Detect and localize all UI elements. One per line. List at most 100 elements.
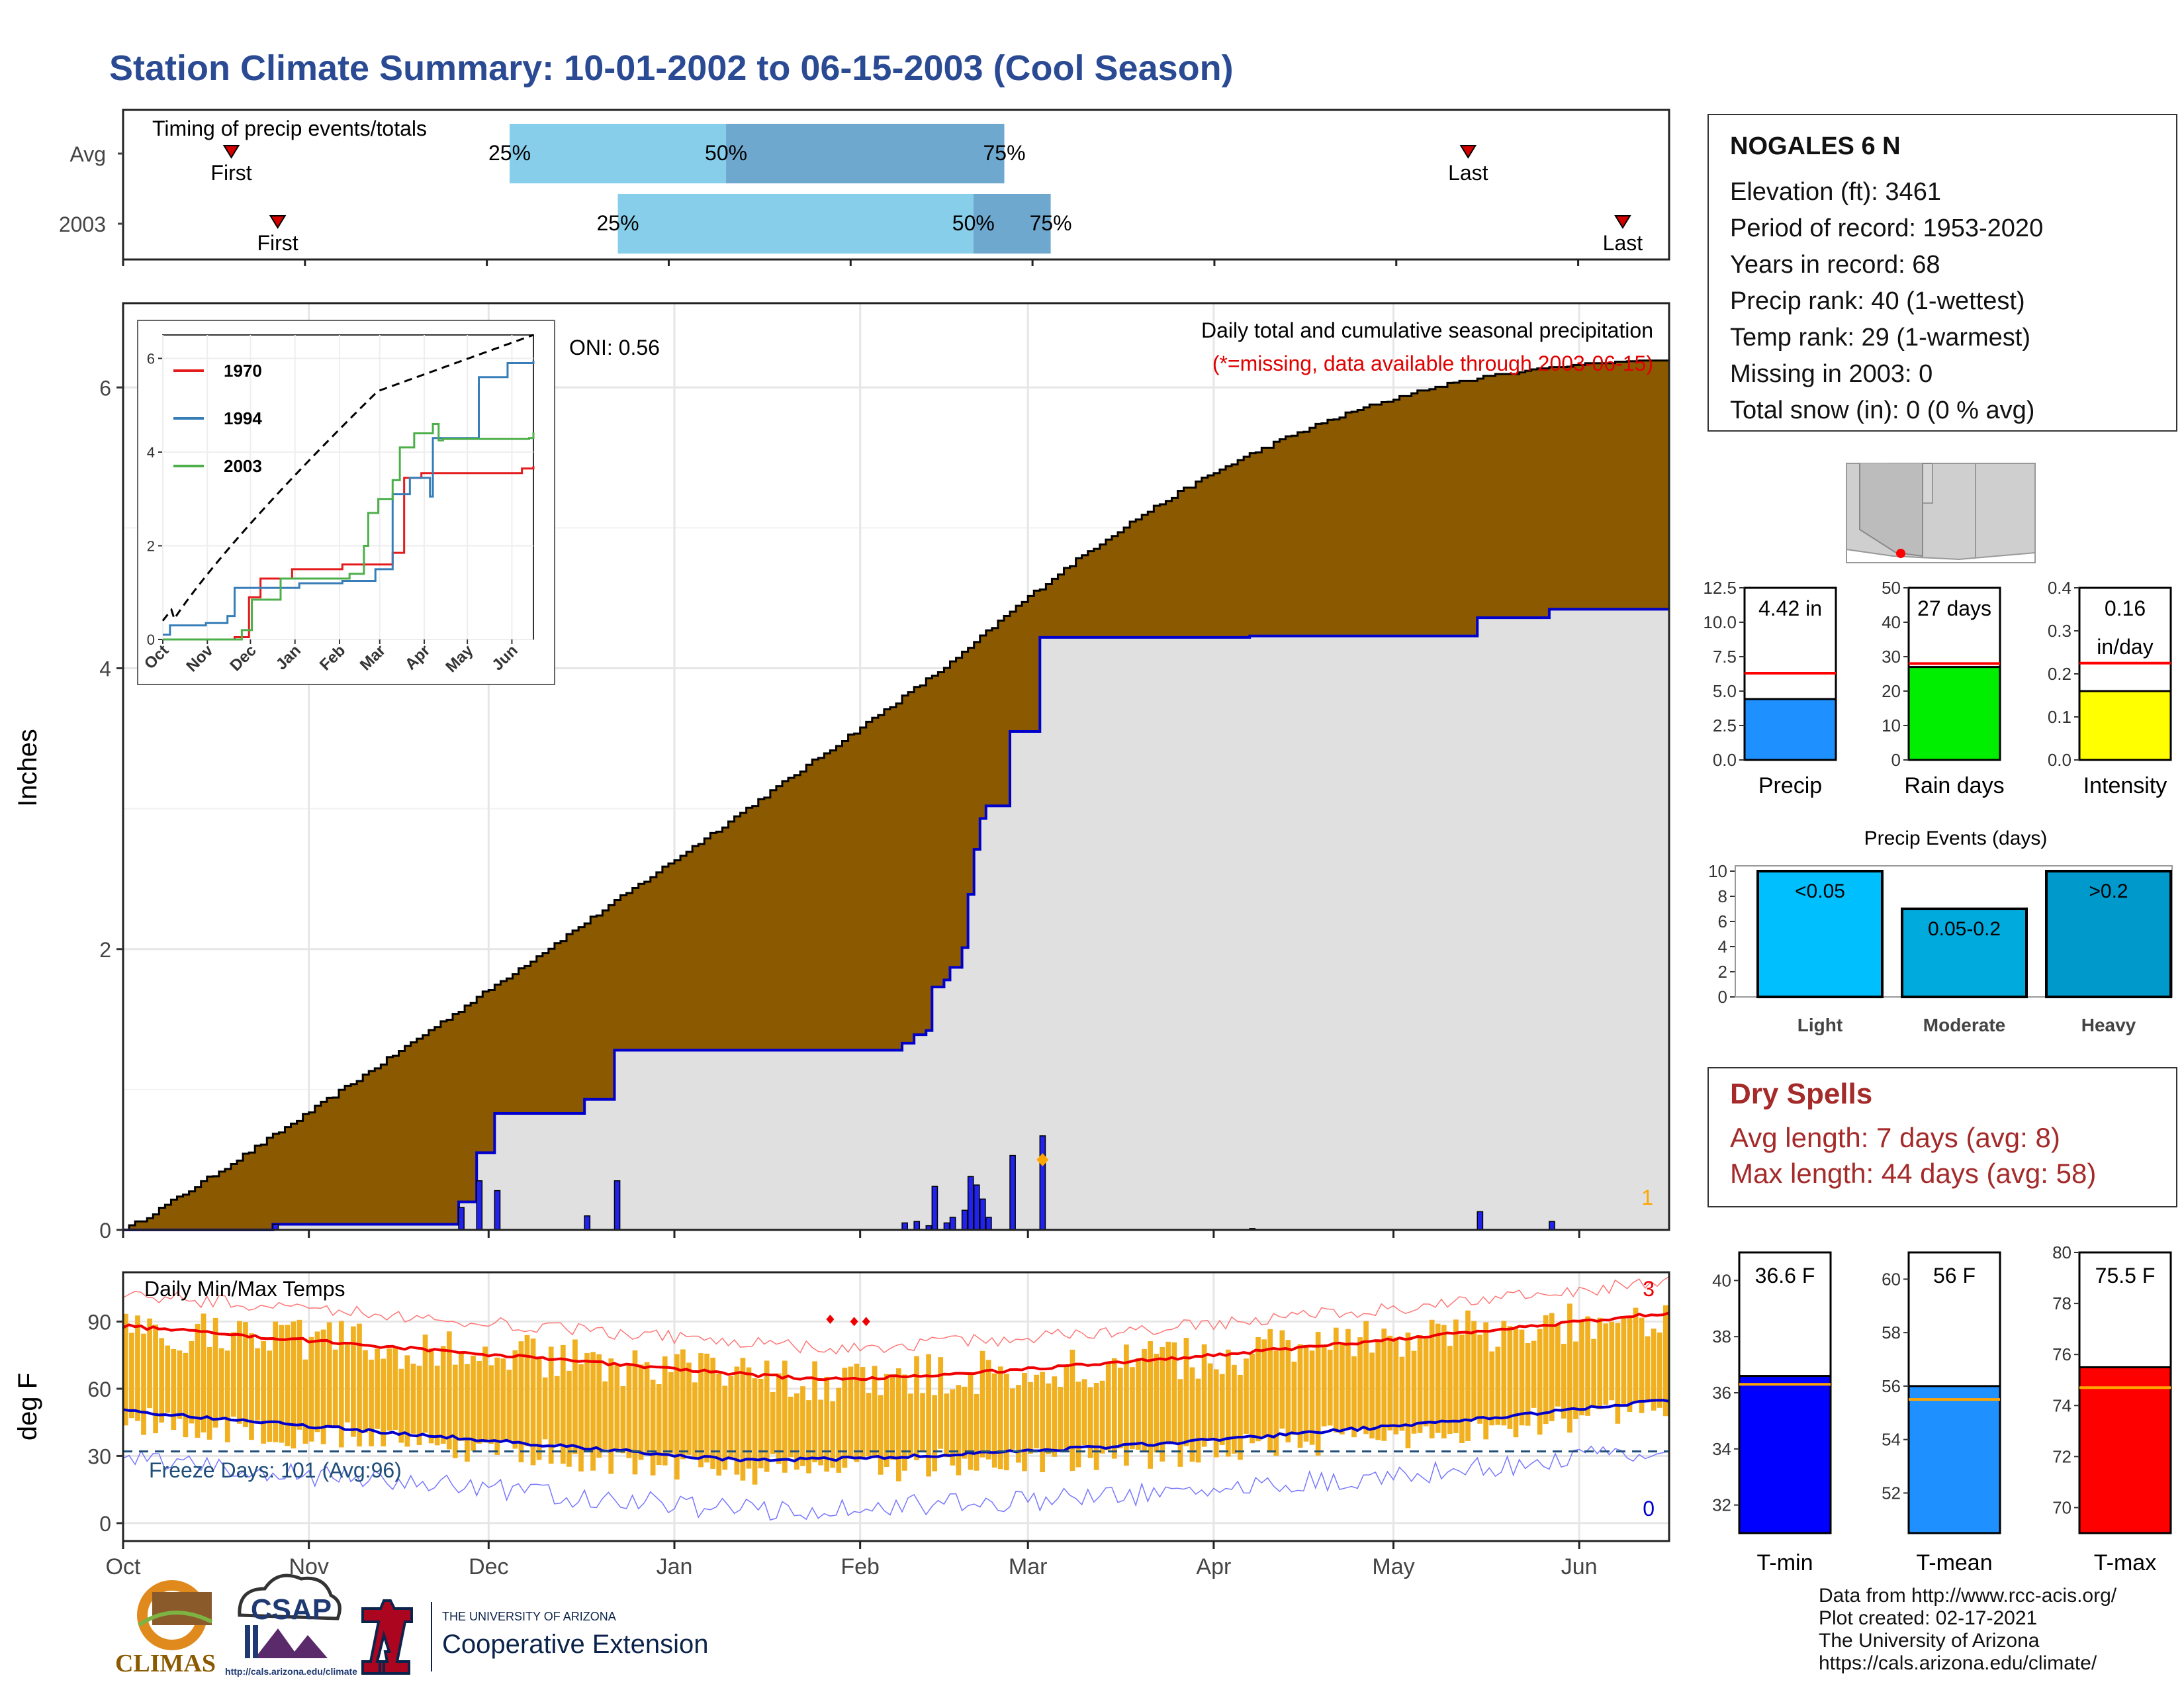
daily-temp-bar	[1321, 1344, 1327, 1427]
events-bar-label: >0.2	[2089, 880, 2128, 902]
daily-precip-bar	[1549, 1221, 1555, 1231]
station-elevation: Elevation (ft): 3461	[1730, 178, 1941, 206]
daily-temp-bar	[578, 1364, 584, 1472]
daily-temp-bar	[770, 1391, 776, 1454]
daily-precip-bar	[614, 1180, 621, 1231]
daily-temp-bar	[177, 1350, 183, 1419]
inset-avg-line	[161, 334, 534, 622]
daily-temp-bar	[1189, 1367, 1195, 1462]
timing-q25-label: 25%	[596, 211, 639, 235]
daily-temp-bar	[926, 1354, 931, 1477]
daily-temp-bar	[794, 1393, 799, 1470]
events-bar-label: 0.05-0.2	[1928, 918, 2001, 940]
daily-temp-bar	[1052, 1376, 1058, 1457]
summary-bars: 0.0 2.5 5.0 7.5 10.0 12.5 4.42 in Precip 0 10 20 30…	[1703, 578, 2172, 798]
summary-ytick-label: 0.4	[2048, 578, 2071, 598]
summary-ytick-label: 5.0	[1713, 681, 1737, 701]
daily-temp-bar	[1327, 1349, 1333, 1426]
events-bar	[2045, 870, 2172, 998]
locator-map	[1846, 463, 2036, 563]
inset-series-line	[163, 360, 535, 636]
daily-temp-bar	[1519, 1329, 1525, 1426]
daily-temp-bar	[1483, 1322, 1489, 1440]
daily-temp-bar	[956, 1385, 962, 1476]
daily-temp-bar	[716, 1374, 722, 1476]
timing-panel: Timing of precip events/totals 25% 50% 75%…	[59, 109, 1670, 266]
daily-temp-bar	[824, 1376, 830, 1472]
precip-areas	[123, 359, 1670, 1231]
station-period: Period of record: 1953-2020	[1730, 214, 2044, 242]
daily-temp-bar	[938, 1357, 944, 1449]
summary-ytick-label: 0	[1891, 750, 1901, 770]
daily-temp-bar	[788, 1396, 794, 1458]
daily-temp-bar	[1645, 1336, 1651, 1403]
daily-temp-bar	[1250, 1353, 1255, 1444]
daily-temp-bar	[1010, 1388, 1015, 1450]
map-arizona	[1859, 463, 1923, 557]
daily-temp-bar	[351, 1326, 356, 1437]
precip-events-chart: Precip Events (days) 0 2 4 6 8 10 <0.05 Light 0.0…	[1708, 827, 2173, 1035]
timing-first-label: First	[257, 231, 298, 255]
daily-temp-bar	[357, 1323, 362, 1447]
daily-temp-bar	[1441, 1325, 1447, 1438]
temp-summary-ytick-label: 72	[2052, 1446, 2071, 1466]
daily-temp-bar	[1201, 1344, 1207, 1447]
station-missing: Missing in 2003: 0	[1730, 360, 1933, 388]
temp-summary-label: T-min	[1757, 1550, 1813, 1575]
daily-precip-bar	[967, 1176, 974, 1231]
daily-temp-bar	[698, 1353, 704, 1468]
events-category-label: Heavy	[2081, 1015, 2136, 1035]
daily-temp-bar	[567, 1370, 572, 1467]
daily-temp-bar	[776, 1373, 782, 1464]
daily-temp-bar	[1124, 1344, 1129, 1466]
record-marker	[850, 1317, 858, 1327]
obs-cumulative-line	[123, 608, 1669, 1231]
temp-summary-ytick-label: 70	[2052, 1497, 2071, 1517]
daily-temp-bar	[944, 1393, 950, 1458]
daily-temp-bar	[1567, 1303, 1572, 1433]
temp-title: Daily Min/Max Temps	[144, 1277, 345, 1301]
daily-temp-bar	[1429, 1319, 1435, 1438]
daily-temp-bar	[1225, 1349, 1231, 1457]
summary-ytick-label: 0.2	[2048, 664, 2071, 684]
daily-temp-bar	[1279, 1330, 1285, 1429]
temp-summary-value: 75.5 F	[2095, 1264, 2156, 1288]
record-marker	[862, 1317, 870, 1327]
daily-temp-bar	[560, 1344, 566, 1464]
daily-precip-bar	[476, 1180, 483, 1231]
daily-temp-bar	[1495, 1346, 1501, 1425]
temp-summary-bars: 32 34 36 38 40 36.6 F T-min 52 54 56 58 60 56 F T-mea…	[1712, 1243, 2172, 1575]
daily-temp-bar	[536, 1358, 542, 1460]
temp-ytick-label: 30	[87, 1444, 111, 1468]
daily-temp-bar	[662, 1356, 668, 1466]
daily-temp-bar	[626, 1363, 632, 1458]
daily-precip-bar	[584, 1215, 591, 1231]
daily-temp-bar	[1118, 1368, 1123, 1448]
daily-temp-bar	[650, 1380, 656, 1476]
temp-summary-ytick-label: 54	[1882, 1430, 1901, 1450]
daily-temp-bar	[979, 1350, 985, 1458]
summary-ytick-label: 0.1	[2048, 707, 2071, 727]
timing-last-marker	[1459, 145, 1477, 159]
daily-temp-bar	[224, 1350, 230, 1442]
summary-ytick-label: 30	[1882, 647, 1901, 667]
summary-bar-label: Intensity	[2083, 773, 2167, 798]
daily-temp-bar	[123, 1313, 128, 1426]
daily-temp-bar	[1489, 1351, 1495, 1426]
daily-temp-bar	[1501, 1321, 1507, 1426]
timing-q50-label: 50%	[705, 141, 747, 165]
summary-bar-label: Rain days	[1904, 773, 2004, 798]
credits: Data from http://www.rcc-acis.org/ Plot …	[1819, 1585, 2116, 1675]
daily-temp-bar	[1046, 1383, 1052, 1454]
events-bar-label: <0.05	[1795, 880, 1845, 902]
daily-temp-bar	[237, 1321, 242, 1424]
daily-temp-bar	[332, 1349, 338, 1428]
daily-temp-bar	[488, 1365, 494, 1444]
daily-temp-bar	[530, 1338, 536, 1466]
precip-daily-bars	[272, 1135, 1555, 1231]
temp-ytick-label: 90	[87, 1310, 111, 1334]
daily-temp-bar	[1148, 1341, 1153, 1469]
precip-ytick-label: 0	[99, 1219, 111, 1243]
events-bar	[1901, 908, 2028, 998]
daily-temp-bar	[800, 1386, 805, 1466]
